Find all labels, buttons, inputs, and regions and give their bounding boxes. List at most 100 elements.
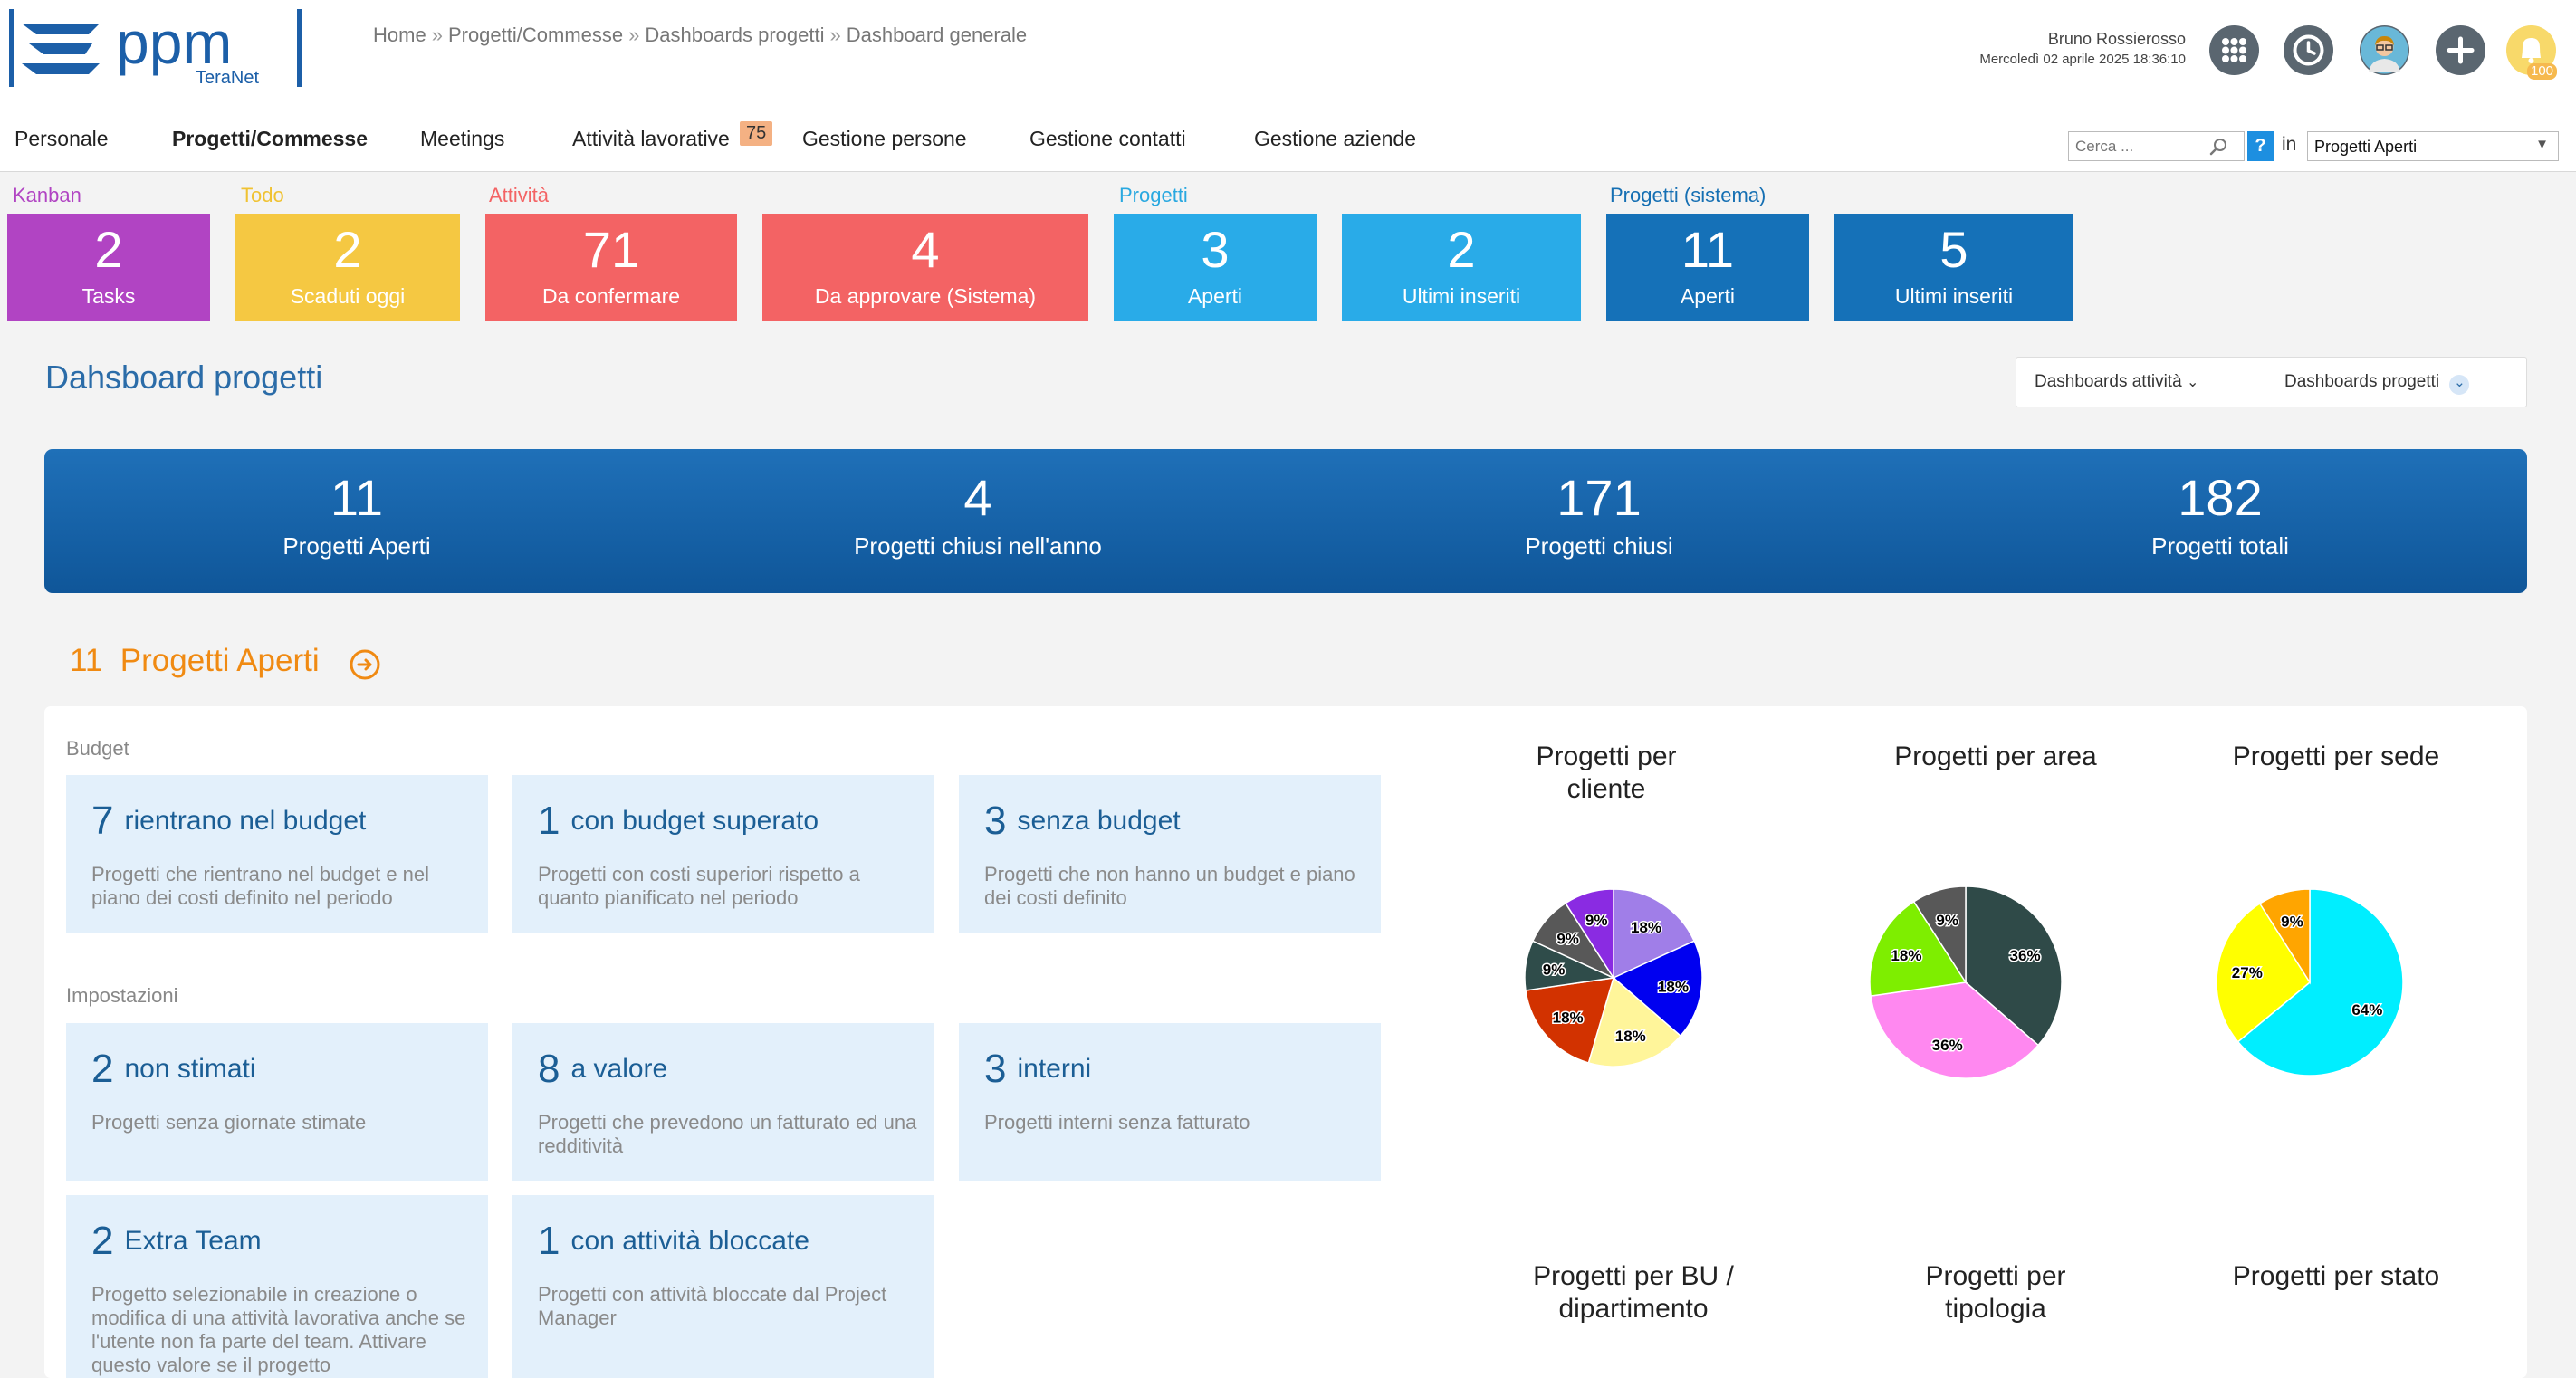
pie-slice[interactable] <box>2236 888 2404 1077</box>
nav-meetings[interactable]: Meetings <box>420 127 505 150</box>
add-icon[interactable] <box>2436 25 2485 75</box>
nav-gestione-contatti[interactable]: Gestione contatti <box>1029 127 1186 150</box>
group-label-todo: Todo <box>241 184 284 206</box>
chart-title-area: Progetti per area <box>1894 742 2097 771</box>
pie-slice[interactable] <box>1965 885 2063 1047</box>
card-description: Progetti con attività bloccate dal Proje… <box>538 1283 887 1329</box>
card-count: 1 <box>538 799 560 843</box>
pie-slice[interactable] <box>1587 976 1682 1067</box>
kpi-value: 171 <box>1556 469 1642 526</box>
pie-slice-label: 36% <box>1932 1037 1963 1054</box>
card-count: 7 <box>91 799 114 843</box>
card-title: senza budget <box>1017 806 1181 836</box>
pie-slice[interactable] <box>1912 885 1967 985</box>
pie-slice[interactable] <box>2258 888 2311 985</box>
card-title: con attività bloccate <box>570 1226 809 1256</box>
tile-progetti-ultimi-inseriti[interactable]: 2 Ultimi inseriti <box>1342 214 1581 321</box>
tile-da-confermare[interactable]: 71 Da confermare <box>485 214 737 321</box>
pie-slice[interactable] <box>1870 981 2040 1079</box>
tile-label: Tasks <box>81 284 136 308</box>
tile-sistema-ultimi-inseriti[interactable]: 5 Ultimi inseriti <box>1834 214 2073 321</box>
group-label-attivita: Attività <box>489 184 550 206</box>
tile-label: Ultimi inseriti <box>1894 284 2014 308</box>
tile-sistema-aperti[interactable]: 11 Aperti <box>1606 214 1809 321</box>
pie-slice[interactable] <box>1612 940 1703 1038</box>
dropdown-label: Dashboards progetti <box>2284 372 2440 391</box>
card-count: 3 <box>984 799 1007 843</box>
kpi-progetti-totali[interactable]: 182 Progetti totali <box>1908 473 2533 560</box>
tile-scaduti-oggi[interactable]: 2 Scaduti oggi <box>235 214 460 321</box>
search-help-button[interactable]: ? <box>2247 131 2274 161</box>
pie-chart-cliente: 18% 18% 18% 18% 9% 9% 9% <box>1524 888 1703 1067</box>
kpi-value: 182 <box>2178 469 2263 526</box>
tile-value: 3 <box>1201 221 1230 278</box>
user-info: Bruno Rossierosso Mercoledì 02 aprile 20… <box>1979 30 2186 67</box>
user-name: Bruno Rossierosso <box>2047 30 2186 48</box>
section-title: 11 Progetti Aperti <box>70 643 320 679</box>
page-title: Dahsboard progetti <box>45 359 323 396</box>
tile-progetti-aperti[interactable]: 3 Aperti <box>1114 214 1317 321</box>
nav-progetti-commesse[interactable]: Progetti/Commesse <box>172 127 369 150</box>
pie-slice-label: 64% <box>2351 1001 2382 1019</box>
kpi-chiusi-anno[interactable]: 4 Progetti chiusi nell'anno <box>666 473 1290 560</box>
chart-title-stato: Progetti per stato <box>2232 1261 2440 1291</box>
nav-personale[interactable]: Personale <box>14 127 109 150</box>
pie-slice[interactable] <box>1613 888 1696 980</box>
kpi-progetti-chiusi[interactable]: 171 Progetti chiusi <box>1287 473 1911 560</box>
ppm-logo[interactable]: ppm TeraNet <box>9 7 303 89</box>
clock-icon[interactable] <box>2284 25 2333 75</box>
tile-label: Ultimi inseriti <box>1402 284 1521 308</box>
current-datetime: Mercoledì 02 aprile 2025 18:36:10 <box>1979 52 2186 67</box>
card-count: 1 <box>538 1219 560 1263</box>
chart-title-tipologia: Progetti per tipologia <box>1925 1261 2066 1324</box>
card-a-valore[interactable]: 8 a valore Progetti che prevedono un fatt… <box>512 1023 934 1181</box>
arrow-right-circle-icon[interactable] <box>349 648 381 681</box>
tile-value: 5 <box>1939 221 1968 278</box>
kpi-value: 11 <box>330 469 384 526</box>
search-icon[interactable] <box>2207 136 2229 158</box>
card-count: 2 <box>91 1219 114 1263</box>
card-count: 8 <box>538 1047 560 1091</box>
pie-chart-area: 36% 36% 18% 9% <box>1869 885 2063 1079</box>
breadcrumb-separator: » <box>628 24 640 46</box>
card-attivita-bloccate[interactable]: 1 con attività bloccate Progetti con atti… <box>512 1195 934 1378</box>
budget-label: Budget <box>66 737 129 760</box>
card-extra-team[interactable]: 2 Extra Team Progetto selezionabile in cr… <box>66 1195 488 1378</box>
card-interni[interactable]: 3 interni Progetti interni senza fatturat… <box>959 1023 1381 1181</box>
top-bar: ppm TeraNet Home» Progetti/Commesse» Dashb… <box>0 0 2576 98</box>
card-non-stimati[interactable]: 2 non stimati Progetti senza giornate sti… <box>66 1023 488 1181</box>
chart-title-sede: Progetti per sede <box>2232 742 2440 771</box>
pie-slice[interactable] <box>1525 977 1615 1064</box>
nav-gestione-persone[interactable]: Gestione persone <box>802 127 967 150</box>
group-label-kanban: Kanban <box>13 184 81 206</box>
pie-slice-label: 27% <box>2232 964 2263 981</box>
apps-grid-icon[interactable] <box>2209 25 2259 75</box>
kpi-label: Progetti chiusi <box>1525 532 1673 560</box>
breadcrumb-projects[interactable]: Progetti/Commesse <box>447 24 624 46</box>
tile-da-approvare[interactable]: 4 Da approvare (Sistema) <box>762 214 1088 321</box>
pie-slice[interactable] <box>1564 888 1614 981</box>
card-count: 2 <box>91 1047 114 1091</box>
dashboards-attivita-dropdown[interactable]: Dashboards attività ⌄ <box>2035 372 2198 392</box>
breadcrumb-dashboards[interactable]: Dashboards progetti <box>645 24 825 46</box>
tile-kanban-tasks[interactable]: 2 Tasks <box>7 214 210 321</box>
pie-slice-label: 9% <box>1585 912 1608 929</box>
card-rientrano-budget[interactable]: 7 rientrano nel budget Progetti che rient… <box>66 775 488 933</box>
pie-slice-label: 9% <box>1936 912 1958 929</box>
kpi-progetti-aperti[interactable]: 11 Progetti Aperti <box>44 473 669 560</box>
search-scope-select[interactable]: Progetti Aperti ▼ <box>2307 131 2559 161</box>
pie-slice[interactable] <box>2216 902 2311 1043</box>
tile-value: 2 <box>333 221 362 278</box>
card-budget-superato[interactable]: 1 con budget superato Progetti con costi … <box>512 775 934 933</box>
nav-gestione-aziende[interactable]: Gestione aziende <box>1254 127 1417 150</box>
chevron-down-icon: ▼ <box>2535 137 2549 152</box>
card-description: Progetti con costi superiori rispetto a … <box>538 863 860 909</box>
card-senza-budget[interactable]: 3 senza budget Progetti che non hanno un … <box>959 775 1381 933</box>
pie-slice[interactable] <box>1869 900 1968 997</box>
chevron-down-circle-icon: ⌄ <box>2449 375 2470 395</box>
nav-attivita-lavorative[interactable]: Attività lavorative <box>572 127 730 150</box>
group-label-progetti: Progetti <box>1119 184 1188 206</box>
breadcrumb-home[interactable]: Home <box>373 24 426 46</box>
dashboards-progetti-dropdown[interactable]: Dashboards progetti ⌄ <box>2284 372 2470 395</box>
avatar[interactable] <box>2360 25 2409 75</box>
